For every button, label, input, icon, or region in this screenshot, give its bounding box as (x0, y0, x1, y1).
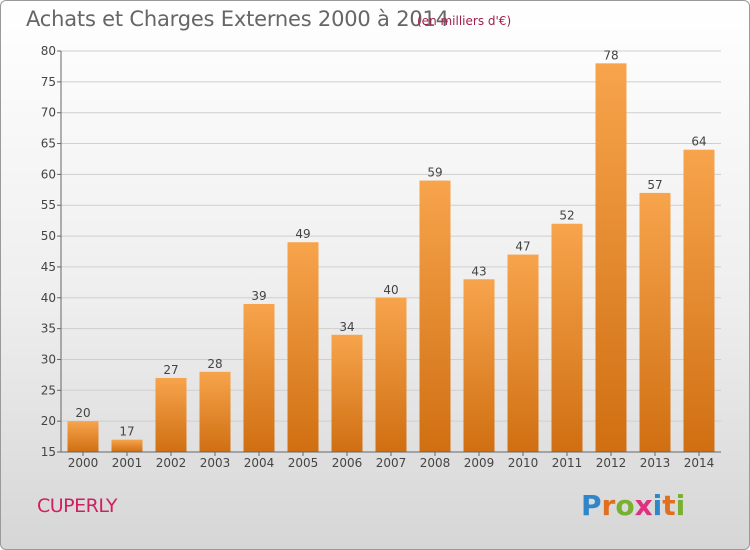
bar-2002 (155, 377, 187, 452)
y-tick-label: 60 (41, 167, 56, 181)
bar-2009 (463, 279, 495, 452)
x-tick-label: 2005 (288, 456, 319, 470)
logo-letter: o (615, 489, 635, 522)
x-tick-label: 2007 (376, 456, 407, 470)
value-label: 20 (75, 406, 90, 420)
y-tick-label: 45 (41, 260, 56, 274)
x-tick-label: 2006 (332, 456, 363, 470)
value-label: 47 (515, 240, 530, 254)
y-tick-label: 40 (41, 291, 56, 305)
value-label: 57 (647, 178, 662, 192)
x-tick-label: 2010 (508, 456, 539, 470)
logo-letter: i (652, 489, 663, 522)
logo-letter: r (601, 489, 616, 522)
value-label: 43 (471, 264, 486, 278)
y-tick-label: 65 (41, 137, 56, 151)
bar-2003 (199, 371, 231, 452)
y-tick-label: 30 (41, 352, 56, 366)
bar-2005 (287, 242, 319, 452)
y-tick-label: 80 (41, 44, 56, 58)
x-tick-label: 2009 (464, 456, 495, 470)
x-tick-label: 2011 (552, 456, 583, 470)
value-label: 17 (119, 425, 134, 439)
x-tick-label: 2000 (68, 456, 99, 470)
y-tick-label: 70 (41, 106, 56, 120)
x-tick-label: 2014 (684, 456, 715, 470)
bar-2000 (67, 421, 99, 452)
y-tick-label: 55 (41, 198, 56, 212)
y-tick-label: 50 (41, 229, 56, 243)
axes: 15 20 25 30 35 40 45 50 55 60 65 70 75 80 2000 2001 2002… (41, 44, 721, 470)
bar-2007 (375, 297, 407, 452)
bar-2010 (507, 254, 539, 452)
value-label: 52 (559, 209, 574, 223)
value-label: 40 (383, 283, 398, 297)
logo-letter: x (634, 489, 653, 522)
value-label: 78 (603, 48, 618, 62)
value-label: 39 (251, 289, 266, 303)
y-tick-label: 35 (41, 322, 56, 336)
logo-letter: t (662, 489, 676, 522)
logo-letter: i (675, 489, 686, 522)
value-label: 28 (207, 357, 222, 371)
x-tick-label: 2004 (244, 456, 275, 470)
bar-2012 (595, 63, 627, 452)
value-label: 49 (295, 227, 310, 241)
x-tick-label: 2008 (420, 456, 451, 470)
x-tick-label: 2002 (156, 456, 187, 470)
bars: 20 17 27 28 39 49 34 40 59 43 47 52 78 57 64 (67, 48, 715, 453)
chart-title: Achats et Charges Externes 2000 à 2014 (26, 7, 449, 31)
x-tick-label: 2012 (596, 456, 627, 470)
value-label: 34 (339, 320, 354, 334)
y-tick-label: 25 (41, 383, 56, 397)
bar-2006 (331, 334, 363, 452)
bar-2014 (683, 149, 715, 452)
value-label: 59 (427, 166, 442, 180)
y-tick-label: 20 (41, 414, 56, 428)
bar-2008 (419, 180, 451, 453)
y-tick-label: 75 (41, 75, 56, 89)
x-tick-label: 2013 (640, 456, 671, 470)
value-label: 64 (691, 135, 706, 149)
bar-2011 (551, 223, 583, 452)
proxiti-logo: Proxiti (581, 489, 685, 522)
value-label: 27 (163, 363, 178, 377)
x-tick-label: 2001 (112, 456, 143, 470)
bar-2001 (111, 439, 143, 452)
bar-2013 (639, 192, 671, 452)
commune-name: CUPERLY (37, 495, 118, 517)
chart-subtitle: (en milliers d'€) (417, 14, 512, 28)
logo-letter: P (581, 489, 602, 522)
bar-2004 (243, 303, 275, 452)
x-tick-label: 2003 (200, 456, 231, 470)
y-tick-label: 15 (41, 445, 56, 459)
